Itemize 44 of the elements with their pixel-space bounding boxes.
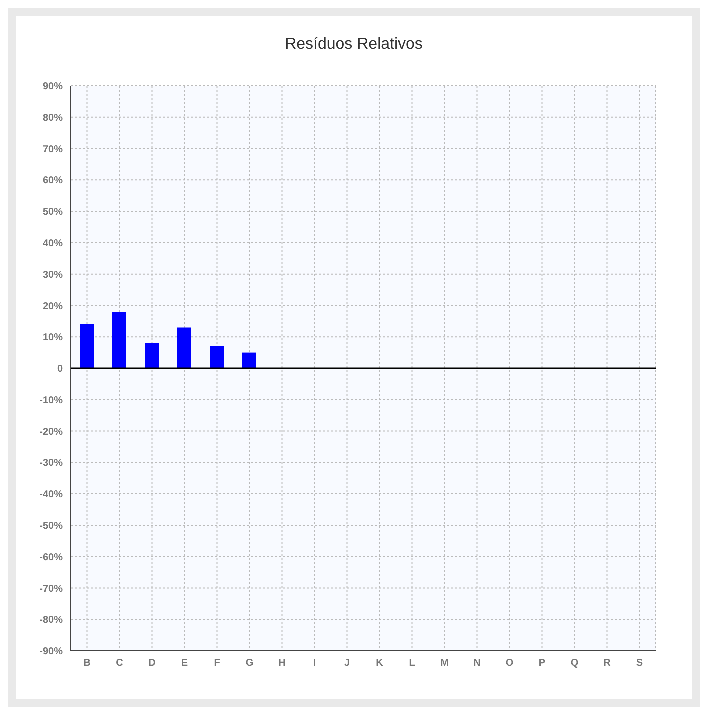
x-tick-label: H [278, 658, 286, 670]
y-tick-label: -20% [40, 426, 64, 438]
y-tick-label: 0 [57, 364, 64, 376]
x-tick-label: B [84, 658, 91, 670]
y-tick-label: -70% [40, 584, 64, 595]
y-tick-label: -10% [40, 395, 64, 406]
y-tick-label: 20% [42, 301, 64, 312]
x-tick-label: F [214, 658, 220, 670]
x-tick-label: G [246, 658, 254, 670]
y-tick-label: 60% [42, 176, 64, 187]
y-tick-label: 10% [42, 332, 64, 344]
y-tick-label: 30% [42, 270, 64, 281]
x-tick-label: L [409, 658, 416, 670]
y-tick-label: -60% [40, 552, 64, 564]
y-tick-label: -80% [40, 615, 64, 626]
y-tick-label: 90% [42, 82, 64, 93]
x-tick-label: K [376, 658, 384, 670]
y-tick-label: -30% [40, 458, 64, 470]
x-tick-label: I [313, 658, 316, 670]
chart-title: Resíduos Relativos [284, 35, 424, 55]
x-tick-label: Q [570, 658, 579, 670]
x-tick-label: M [440, 658, 449, 670]
bar [112, 312, 126, 368]
x-tick-label: P [538, 658, 546, 670]
x-tick-label: R [604, 658, 612, 670]
bar [242, 352, 256, 368]
bar [80, 324, 94, 368]
x-tick-label: S [636, 658, 644, 670]
y-tick-label: -50% [40, 520, 64, 532]
x-tick-label: D [148, 658, 156, 670]
y-tick-label: 50% [42, 207, 64, 218]
x-tick-label: N [474, 658, 481, 670]
x-tick-label: O [506, 658, 514, 670]
y-tick-label: 80% [42, 112, 64, 124]
y-tick-label: 70% [42, 144, 64, 156]
y-tick-label: -40% [40, 490, 64, 501]
x-tick-label: J [344, 658, 350, 670]
y-tick-label: -90% [40, 646, 64, 658]
bar [178, 328, 192, 368]
bar [145, 343, 159, 368]
x-tick-label: C [116, 658, 124, 670]
bar [210, 346, 224, 368]
x-tick-label: E [181, 658, 188, 670]
y-tick-label: 40% [42, 238, 64, 250]
